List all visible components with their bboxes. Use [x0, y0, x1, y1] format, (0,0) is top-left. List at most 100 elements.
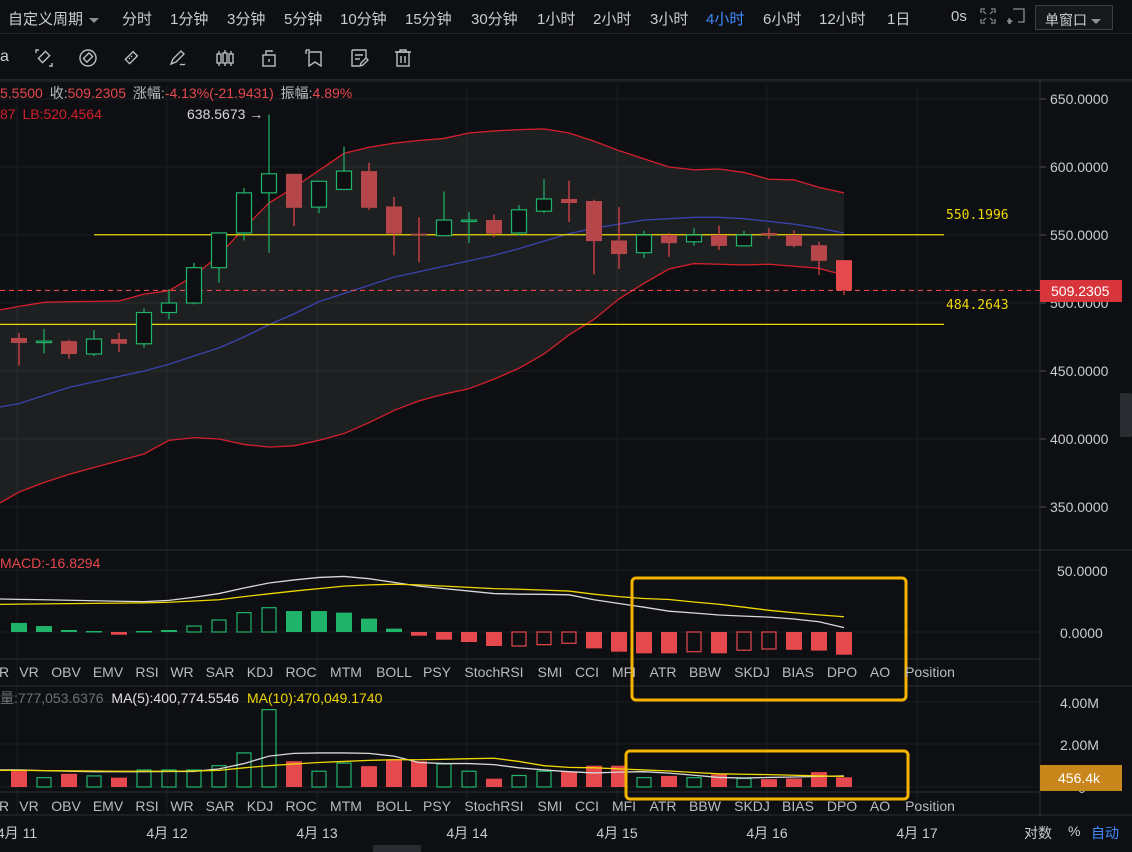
ruler-icon[interactable] [120, 47, 142, 69]
indicator-tab-sar[interactable]: SAR [205, 664, 235, 680]
indicator-tab-bias[interactable]: BIAS [782, 664, 814, 680]
candle [811, 241, 827, 276]
candle [510, 205, 528, 236]
period-2小时[interactable]: 2小时 [593, 11, 632, 28]
bookmark-icon[interactable] [303, 47, 325, 69]
indicator-tab-rsi[interactable]: RSI [135, 664, 159, 680]
percent-scale-toggle[interactable]: % [1068, 823, 1081, 839]
macd-histogram-bar [186, 625, 202, 633]
indicator-tab-position[interactable]: Position [905, 664, 955, 680]
indicator-tab-roc[interactable]: ROC [285, 664, 317, 680]
macd-histogram-bar [761, 631, 777, 650]
indicator-tab-obv[interactable]: OBV [51, 664, 81, 680]
period-1日[interactable]: 1日 [887, 11, 911, 28]
volume-indicator-tab-boll[interactable]: BOLL [376, 798, 412, 814]
indicator-tab-kdj[interactable]: KDJ [246, 664, 274, 680]
volume-indicator-tab-wr[interactable]: WR [170, 798, 194, 814]
volume-indicator-tab-smi[interactable]: SMI [537, 798, 563, 814]
candle-body [135, 311, 153, 345]
boll-lower-value: LB:520.4564 [22, 106, 102, 122]
indicator-tab-vr[interactable]: VR [19, 664, 39, 680]
candle-pattern-icon[interactable] [214, 47, 236, 69]
period-3分钟[interactable]: 3分钟 [227, 11, 266, 28]
volume-indicator-tab-stochrsi[interactable]: StochRSI [464, 798, 524, 814]
candle [85, 330, 103, 357]
indicator-tab-psy[interactable]: PSY [422, 664, 452, 680]
macd-histogram-bar [86, 631, 102, 633]
volume-indicator-tab-obv[interactable]: OBV [51, 798, 81, 814]
period-10分钟[interactable]: 10分钟 [340, 11, 387, 28]
volume-indicator-tab-dpo[interactable]: DPO [826, 798, 858, 814]
bottom-panel-handle[interactable] [373, 845, 421, 852]
candle-body [611, 240, 627, 255]
volume-indicator-tab-r[interactable]: R [0, 798, 10, 814]
fullscreen-icon[interactable] [979, 7, 997, 29]
period-6小时[interactable]: 6小时 [763, 11, 802, 28]
trash-icon[interactable] [392, 47, 414, 69]
period-3小时[interactable]: 3小时 [650, 11, 689, 28]
change-value: -4.13%(-21.9431) [164, 85, 274, 101]
log-scale-toggle[interactable]: 对数 [1024, 825, 1052, 841]
period-4小时[interactable]: 4小时 [706, 11, 745, 28]
period-分时[interactable]: 分时 [122, 11, 153, 28]
period-1分钟[interactable]: 1分钟 [170, 11, 209, 28]
volume-indicator-tab-kdj[interactable]: KDJ [246, 798, 274, 814]
indicator-tab-ao[interactable]: AO [869, 664, 891, 680]
indicator-tab-r[interactable]: R [0, 664, 10, 680]
period-30分钟[interactable]: 30分钟 [471, 11, 518, 28]
indicator-tab-wr[interactable]: WR [170, 664, 194, 680]
date-tick: 4月 13 [296, 825, 338, 841]
volume-indicator-tab-emv[interactable]: EMV [92, 798, 124, 814]
indicator-tab-atr[interactable]: ATR [649, 664, 677, 680]
macd-histogram-bar [511, 631, 527, 647]
window-mode-dropdown[interactable]: 单窗口 [1035, 5, 1113, 30]
volume-indicator-tab-ao[interactable]: AO [869, 798, 891, 814]
volume-indicator-tab-bias[interactable]: BIAS [782, 798, 814, 814]
volume-indicator-tab-vr[interactable]: VR [19, 798, 39, 814]
macd-dea-line [0, 583, 845, 618]
indicator-tab-dpo[interactable]: DPO [826, 664, 858, 680]
indicator-tab-boll[interactable]: BOLL [376, 664, 412, 680]
volume-indicator-tab-roc[interactable]: ROC [285, 798, 317, 814]
side-panel-handle[interactable] [1120, 393, 1132, 437]
custom-period-dropdown[interactable]: 自定义周期 [8, 8, 100, 29]
volume-indicator-tab-sar[interactable]: SAR [205, 798, 235, 814]
lock-icon[interactable] [258, 47, 280, 69]
indicator-tab-mfi[interactable]: MFI [611, 664, 637, 680]
volume-bar [61, 773, 77, 787]
new-window-icon[interactable] [1007, 7, 1025, 29]
edit-note-icon[interactable] [348, 47, 370, 69]
period-12小时[interactable]: 12小时 [819, 11, 866, 28]
volume-indicator-tab-atr[interactable]: ATR [649, 798, 677, 814]
candle-body [386, 206, 402, 234]
volume-indicator-tab-cci[interactable]: CCI [574, 798, 600, 814]
indicator-tab-mtm[interactable]: MTM [330, 664, 362, 680]
period-1小时[interactable]: 1小时 [537, 11, 576, 28]
candle-body [711, 235, 727, 246]
macd-histogram-bar [261, 607, 277, 633]
auto-scale-toggle[interactable]: 自动 [1091, 825, 1119, 841]
volume-indicator-tab-rsi[interactable]: RSI [135, 798, 159, 814]
indicator-tab-cci[interactable]: CCI [574, 664, 600, 680]
volume-indicator-tab-skdj[interactable]: SKDJ [734, 798, 770, 814]
volume-indicator-tab-mtm[interactable]: MTM [330, 798, 362, 814]
indicator-tab-smi[interactable]: SMI [537, 664, 563, 680]
ruler-circle-icon[interactable] [77, 47, 99, 69]
indicator-tab-bbw[interactable]: BBW [689, 664, 721, 680]
volume-indicator-tab-mfi[interactable]: MFI [611, 798, 637, 814]
indicator-tab-emv[interactable]: EMV [92, 664, 124, 680]
macd-histogram-bar [636, 632, 652, 654]
current-price-tag: 509.2305 [1040, 280, 1122, 302]
indicator-tab-skdj[interactable]: SKDJ [734, 664, 770, 680]
period-15分钟[interactable]: 15分钟 [405, 11, 452, 28]
volume-indicator-tab-position[interactable]: Position [905, 798, 955, 814]
volume-bar [386, 759, 402, 787]
ruler-range-icon[interactable] [33, 47, 55, 69]
pen-draw-icon[interactable] [168, 47, 190, 69]
volume-indicator-tab-bbw[interactable]: BBW [689, 798, 721, 814]
volume-indicator-tab-psy[interactable]: PSY [422, 798, 452, 814]
indicator-tab-stochrsi[interactable]: StochRSI [464, 664, 524, 680]
candle-body [160, 302, 178, 314]
period-5分钟[interactable]: 5分钟 [284, 11, 323, 28]
